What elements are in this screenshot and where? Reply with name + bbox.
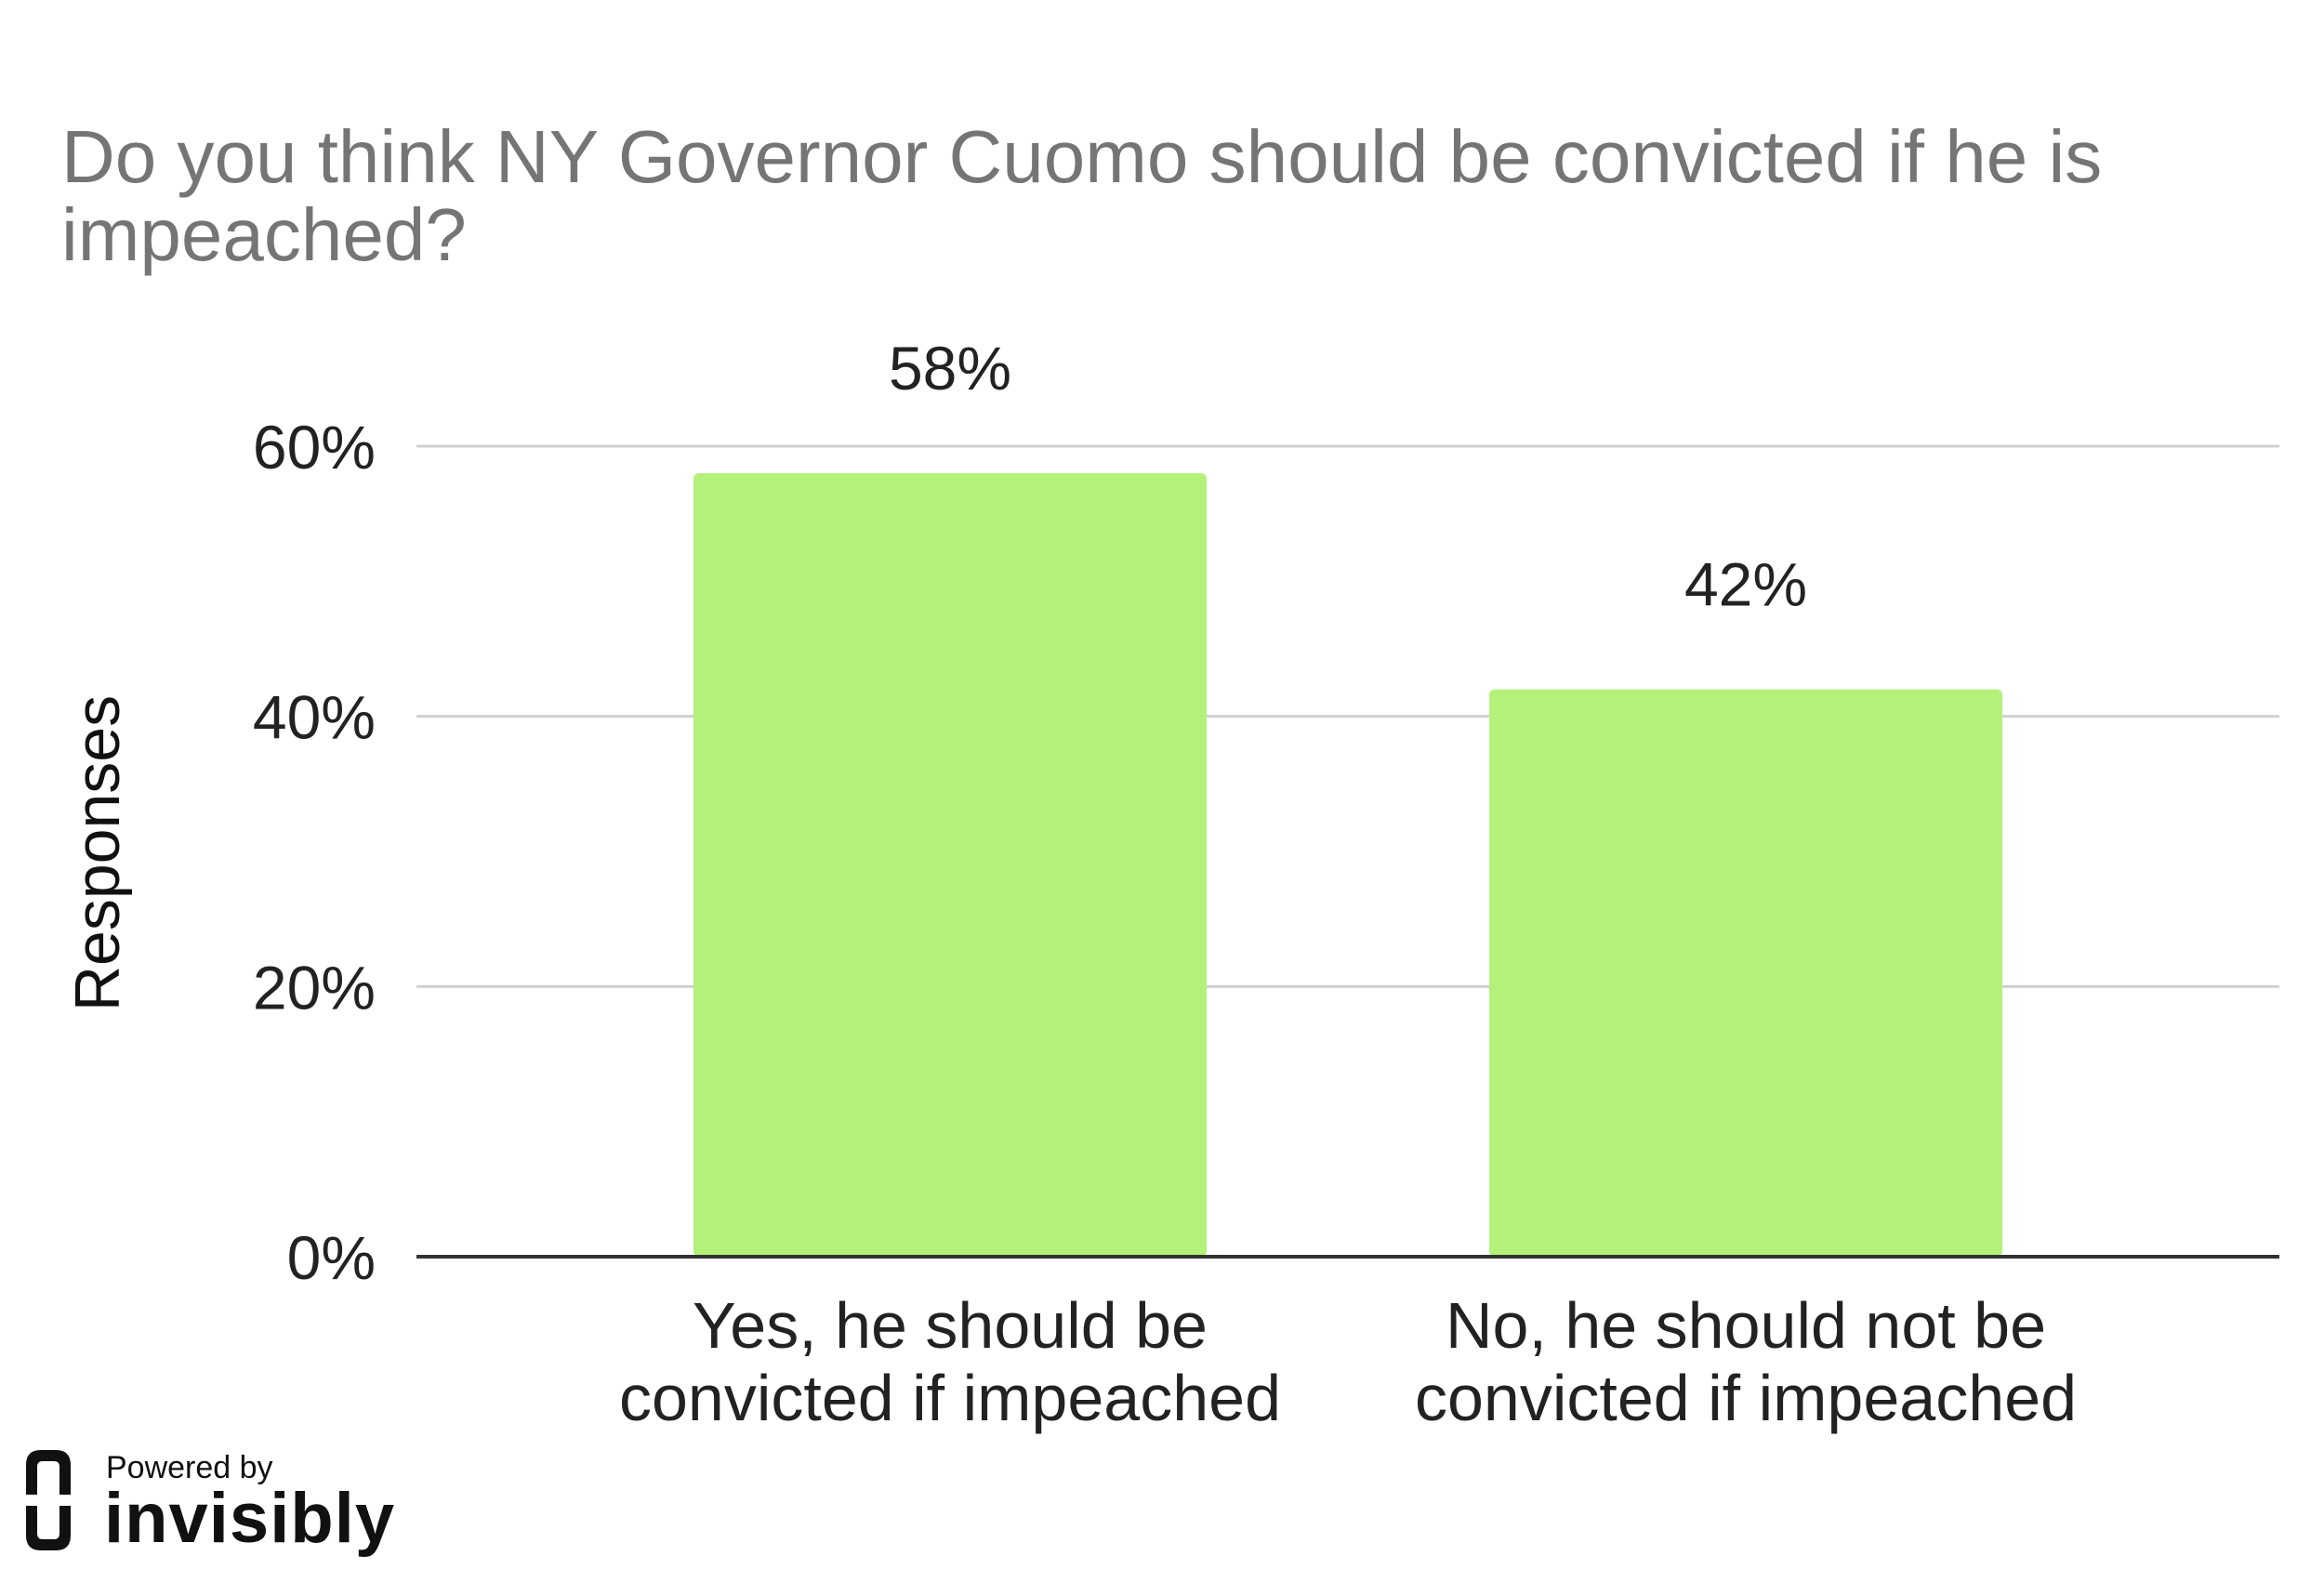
x-axis-categories: Yes, he should be convicted if impeachedN… (619, 1289, 2077, 1434)
chart-title-line: impeached? (61, 193, 467, 276)
invisibly-logo-icon (26, 1450, 71, 1550)
chart-title: Do you think NY Governor Cuomo should be… (61, 115, 2102, 276)
x-category-line: Yes, he should be (693, 1289, 1208, 1362)
chart-title-line: Do you think NY Governor Cuomo should be… (61, 115, 2102, 198)
x-category-label-2: No, he should not be convicted if impeach… (1415, 1289, 2077, 1434)
bar-2 (1489, 689, 2002, 1257)
x-category-label-1: Yes, he should be convicted if impeached (619, 1289, 1281, 1434)
y-tick-label: 0% (287, 1223, 376, 1292)
bars (693, 473, 2002, 1258)
x-category-line: convicted if impeached (1415, 1362, 2077, 1434)
data-label-1: 58% (889, 334, 1011, 402)
x-category-line: No, he should not be (1446, 1289, 2046, 1362)
y-tick-label: 60% (253, 413, 376, 481)
brand-name: invisibly (104, 1479, 396, 1558)
bar-1 (693, 473, 1207, 1258)
data-labels: 58% 42% (889, 334, 1807, 619)
powered-by-badge: Powered by invisibly (24, 1439, 415, 1560)
data-label-2: 42% (1684, 550, 1807, 619)
y-axis-ticks: 0% 20% 40% 60% (253, 413, 376, 1292)
chart-title-text: Do you think NY Governor Cuomo should be… (61, 115, 2102, 276)
y-axis-label: Responses (62, 695, 133, 1011)
y-tick-label: 40% (253, 683, 376, 752)
x-category-line: convicted if impeached (619, 1362, 1281, 1434)
powered-by-text: Powered by (106, 1450, 273, 1485)
y-tick-label: 20% (253, 953, 376, 1022)
